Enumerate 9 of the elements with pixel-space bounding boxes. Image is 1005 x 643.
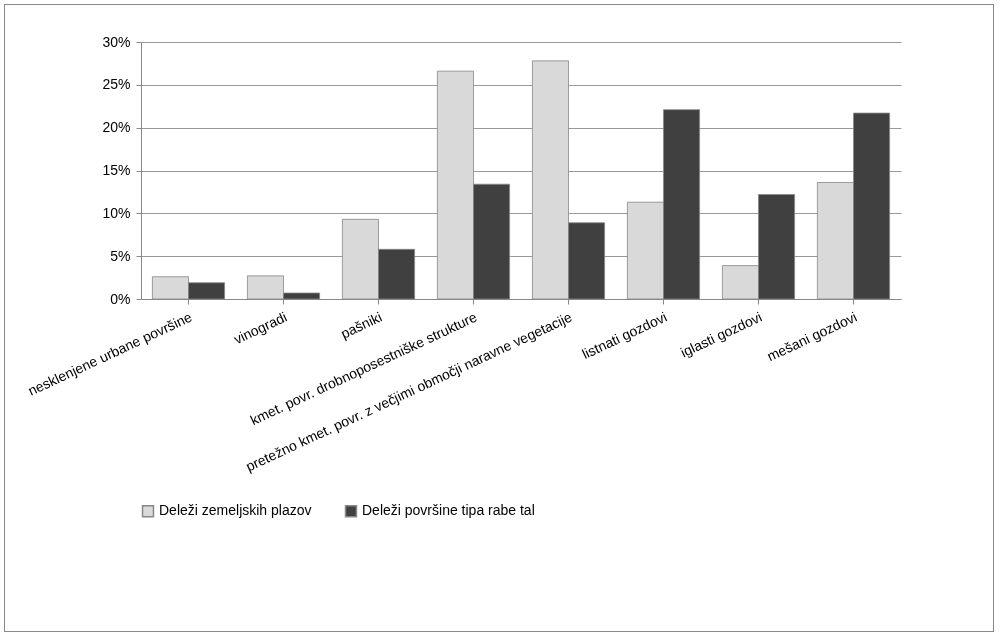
y-tick-label: 20% xyxy=(102,119,131,136)
y-tick-label: 10% xyxy=(102,204,131,221)
y-tick-label: 5% xyxy=(110,247,131,264)
y-tick-label: 30% xyxy=(102,33,131,50)
y-tick-label: 25% xyxy=(102,76,131,93)
y-tick-label: 15% xyxy=(102,162,131,178)
legend-label: Deleži zemeljskih plazov xyxy=(159,502,312,519)
y-tick-label: 0% xyxy=(110,290,131,307)
legend-label: Deleži površine tipa rabe tal xyxy=(362,502,535,519)
